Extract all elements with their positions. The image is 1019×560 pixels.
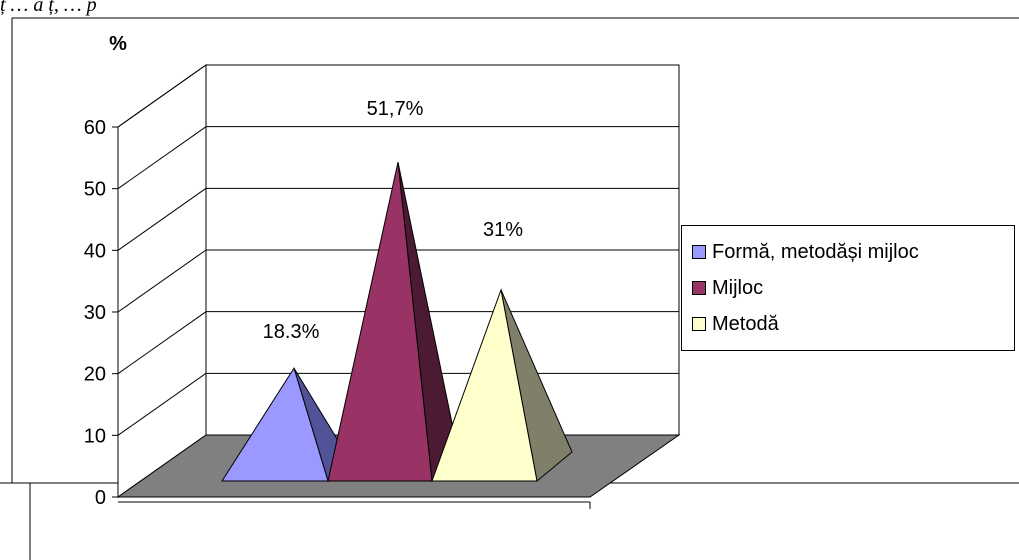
y-axis-title: %: [109, 33, 127, 55]
gridline-side: [117, 126, 207, 190]
legend-item: Metodă: [682, 306, 1014, 342]
legend-label: Mijloc: [712, 276, 764, 299]
gridline-side: [117, 311, 207, 375]
data-label-3: 31%: [483, 219, 523, 241]
y-tick-label: 20: [84, 364, 106, 386]
data-label-2: 51,7%: [367, 98, 424, 120]
legend-label: Metodă: [712, 312, 779, 335]
y-tick-label: 40: [84, 240, 106, 262]
legend-swatch: [692, 317, 706, 331]
y-tick-label: 10: [84, 425, 106, 447]
pyramid-front-1: [221, 366, 329, 482]
gridline-side: [117, 187, 207, 251]
gridline-side: [117, 64, 207, 128]
pyramid-front-2: [327, 162, 433, 482]
y-tick-label: 30: [84, 302, 106, 324]
gridline-side: [117, 249, 207, 313]
pyramid-front-3: [431, 287, 538, 482]
legend: Formă, metodăși mijloc Mijloc Metodă: [681, 225, 1015, 351]
y-tick-label: 50: [84, 179, 106, 201]
gridlines: [117, 64, 679, 436]
pyramids: [221, 162, 573, 483]
y-axis: 0 10 20 30 40 50 60: [84, 117, 119, 509]
y-tick-label: 0: [95, 487, 106, 509]
legend-swatch: [692, 281, 706, 295]
legend-label: Formă, metodăși mijloc: [712, 240, 919, 263]
legend-item: Formă, metodăși mijloc: [682, 234, 1014, 270]
data-labels: 18.3% 51,7% 31%: [263, 98, 524, 343]
legend-item: Mijloc: [682, 270, 1014, 306]
data-label-1: 18.3%: [263, 321, 320, 343]
y-tick-label: 60: [84, 117, 106, 139]
header-caption: ț … ă ț, … p: [0, 0, 97, 16]
gridline-side: [117, 372, 207, 436]
legend-swatch: [692, 245, 706, 259]
